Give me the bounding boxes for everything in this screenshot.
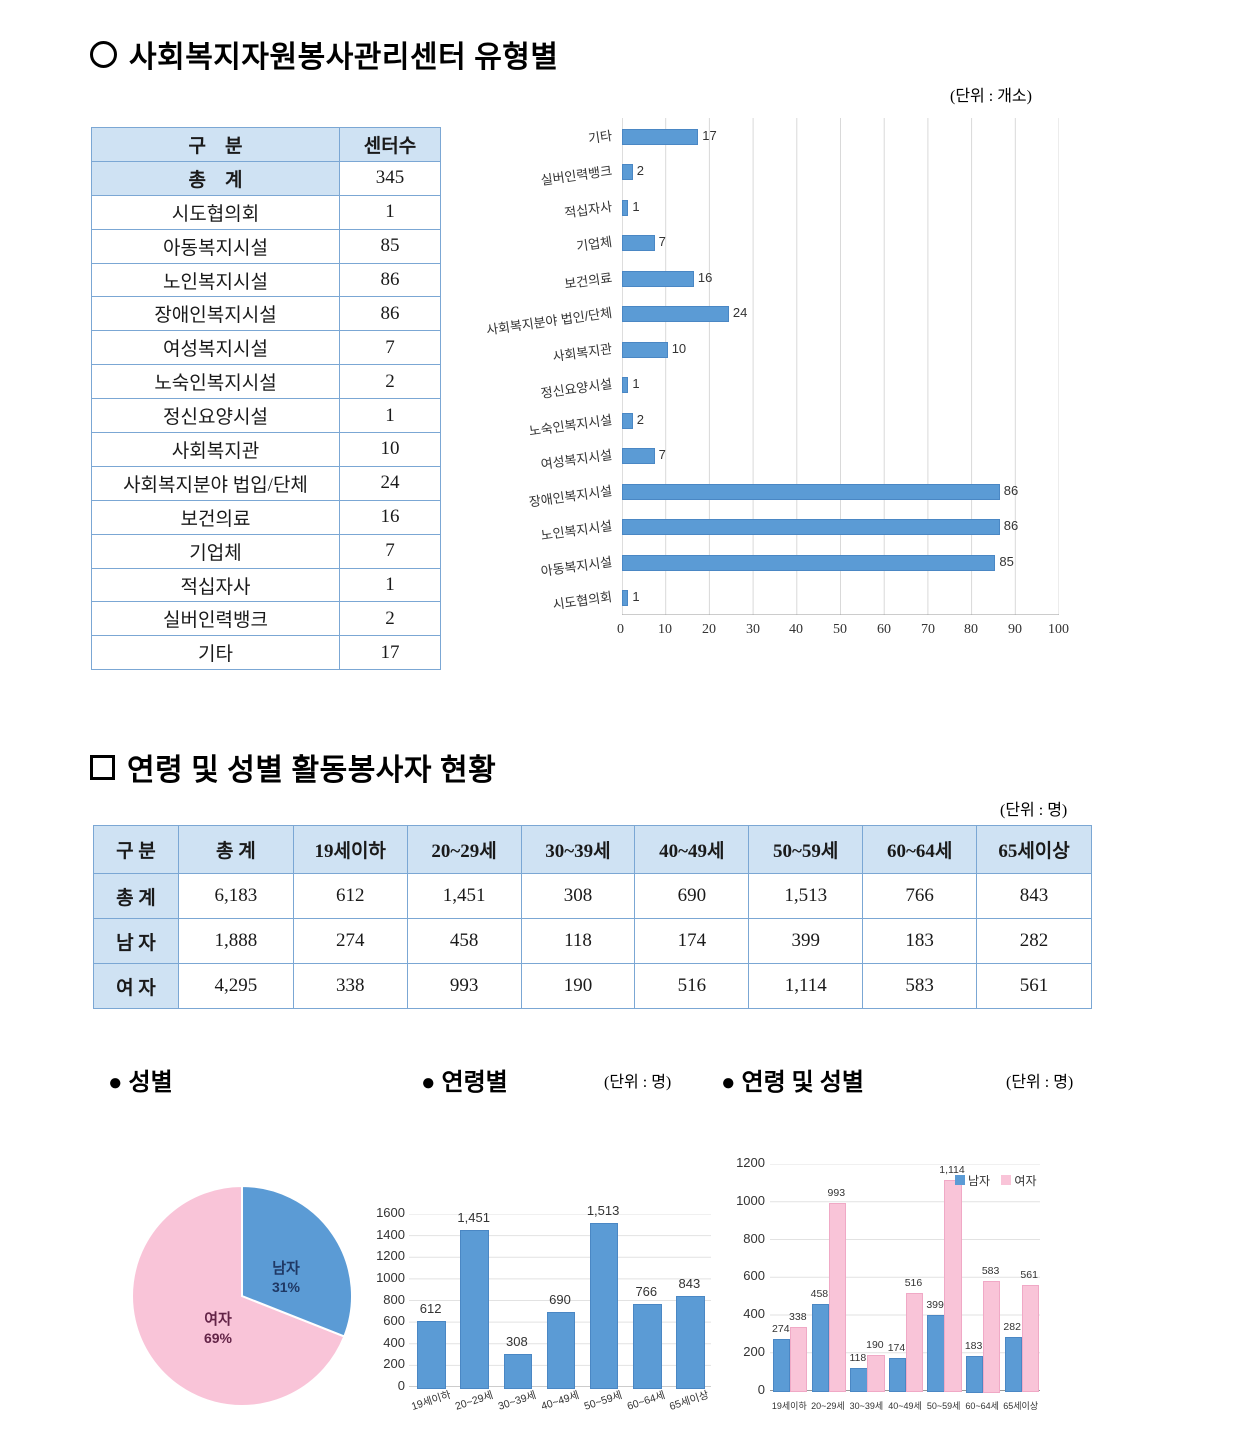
- svg-text:남자: 남자: [272, 1260, 300, 1277]
- svg-text:31%: 31%: [272, 1279, 301, 1295]
- svg-text:69%: 69%: [204, 1330, 233, 1346]
- svg-text:여자: 여자: [204, 1311, 232, 1328]
